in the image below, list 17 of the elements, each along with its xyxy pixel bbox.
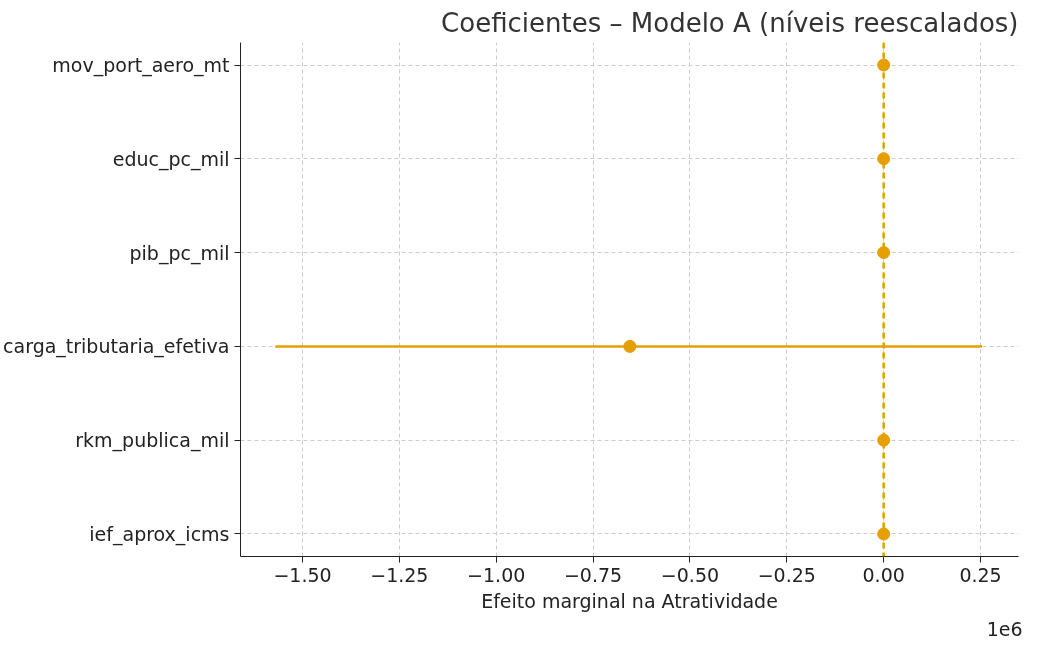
y-tick-label: educ_pc_mil [112,147,230,171]
x-tick-label: −0.75 [563,563,623,586]
y-tick-label: rkm_publica_mil [75,429,230,453]
x-tick-label: −1.25 [370,563,429,586]
x-axis-title: Efeito marginal na Atratividade [481,589,778,612]
x-tick-label: −1.50 [273,563,332,586]
y-tick-label: pib_pc_mil [129,241,230,265]
x-tick-label: −0.25 [757,563,816,586]
x-tick-label: 0.25 [959,563,1002,586]
chart-title: Coeficientes – Modelo A (níveis reescalados) [441,7,1019,38]
x-tick-label: −0.50 [660,563,720,586]
x-tick-label: 0.00 [862,563,905,586]
text: 1e6 [986,617,1023,640]
y-tick-label: mov_port_aero_mt [52,54,230,78]
y-tick-label: carga_tributaria_efetiva [3,335,230,359]
x-tick-label: −1.00 [467,563,526,586]
y-tick-label: ief_aprox_icms [89,522,230,546]
